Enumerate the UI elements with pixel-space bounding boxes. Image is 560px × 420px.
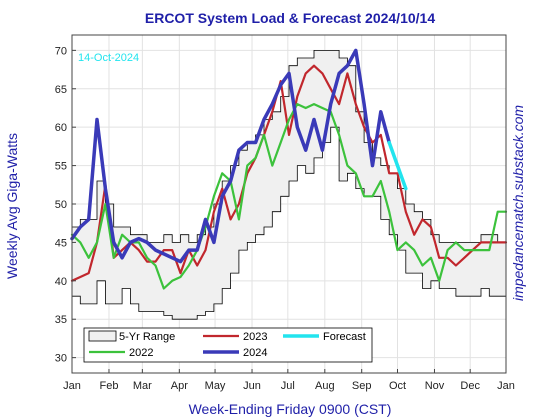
range-band-low xyxy=(72,126,506,320)
y-tick-label: 35 xyxy=(55,314,67,326)
x-tick-label: Oct xyxy=(389,380,406,392)
y-tick-label: 60 xyxy=(55,122,67,134)
legend-label-2022: 2022 xyxy=(129,347,153,359)
legend-swatch-range xyxy=(88,330,117,342)
x-tick-label: Jan xyxy=(63,380,81,392)
series-line-forecast xyxy=(387,140,408,191)
series-line-2023 xyxy=(70,64,508,282)
x-tick-label: Mar xyxy=(133,380,152,392)
series-lines xyxy=(70,48,508,290)
date-annotation: 14-Oct-2024 xyxy=(78,52,139,64)
x-tick-label: Aug xyxy=(315,380,335,392)
y-axis-label: Weekly Avg Giga-Watts xyxy=(4,133,20,279)
x-tick-label: Jan xyxy=(497,380,515,392)
y-tick-label: 50 xyxy=(55,199,67,211)
x-tick-label: Jul xyxy=(281,380,295,392)
legend-label-2024: 2024 xyxy=(243,347,267,359)
y-tick-label: 45 xyxy=(55,237,67,249)
legend-label-forecast: Forecast xyxy=(323,331,366,343)
x-tick-label: Apr xyxy=(171,380,188,392)
x-tick-label: Feb xyxy=(99,380,118,392)
x-tick-label: Jun xyxy=(243,380,261,392)
chart-title: ERCOT System Load & Forecast 2024/10/14 xyxy=(145,10,435,26)
y-tick-label: 30 xyxy=(55,353,67,365)
range-band xyxy=(72,50,507,320)
tick-labels: 30 35 40 45 50 55 60 65 70 Jan Feb Mar Apr May Jun Jul A… xyxy=(55,45,515,392)
x-tick-label: Dec xyxy=(460,380,480,392)
legend-label-2023: 2023 xyxy=(243,331,267,343)
y-tick-label: 55 xyxy=(55,161,67,173)
legend: 5-Yr Range 2023 Forecast 2022 2024 xyxy=(83,327,373,363)
y-tick-label: 40 xyxy=(55,276,67,288)
side-credit-label: impedancematch.substack.com xyxy=(510,105,526,301)
x-tick-label: Nov xyxy=(425,380,445,392)
y-tick-label: 70 xyxy=(55,45,67,57)
y-tick-label: 65 xyxy=(55,84,67,96)
legend-label-range: 5-Yr Range xyxy=(119,331,175,343)
range-band-high xyxy=(72,50,507,243)
x-tick-label: Sep xyxy=(352,380,372,392)
x-axis-label: Week-Ending Friday 0900 (CST) xyxy=(189,401,392,417)
x-tick-label: May xyxy=(205,380,226,392)
legend-box xyxy=(83,327,373,363)
series-line-2024 xyxy=(70,48,391,264)
series-line-2022 xyxy=(70,102,508,290)
